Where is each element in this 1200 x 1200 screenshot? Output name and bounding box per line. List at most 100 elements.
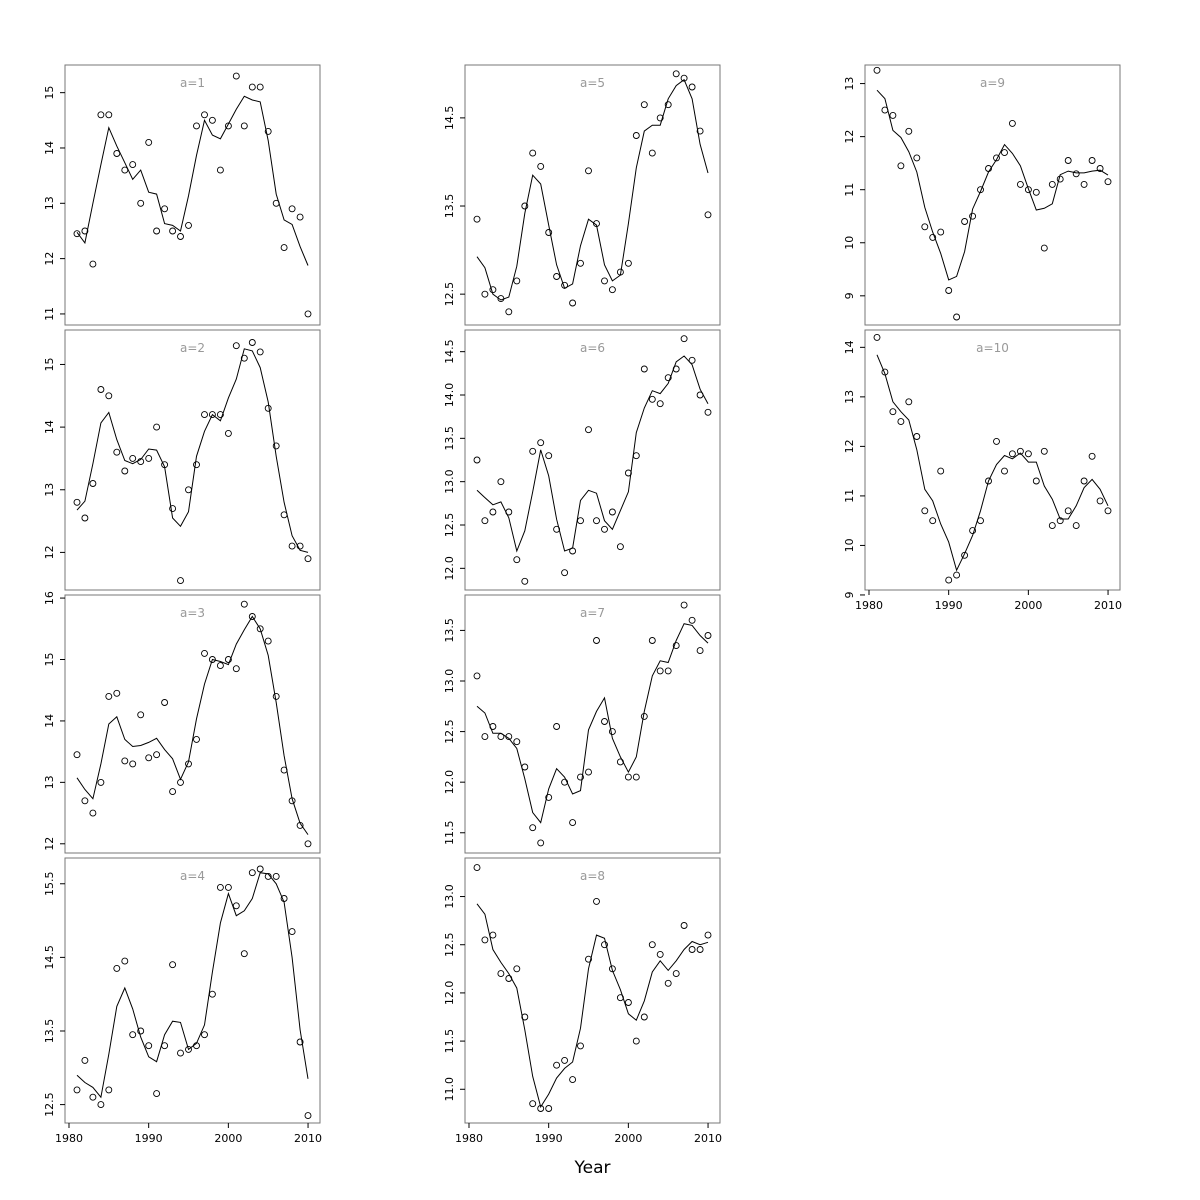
panel-a1: 11 12 13 14 15 a=1 [43, 64, 321, 326]
data-point [553, 723, 561, 730]
data-point [553, 525, 561, 533]
data-point [664, 101, 672, 109]
data-point [672, 642, 680, 650]
data-point [969, 527, 977, 535]
data-point [201, 411, 208, 419]
data-point [481, 936, 489, 944]
data-point [129, 1031, 137, 1039]
fit-line [476, 78, 709, 301]
data-point [704, 408, 712, 416]
data-point [177, 577, 184, 585]
y-tick-label: 13.5 [443, 426, 456, 451]
y-tick-label: 14 [43, 420, 56, 434]
data-point [529, 149, 537, 157]
data-point [577, 517, 584, 525]
data-point [537, 439, 545, 447]
data-point [97, 1101, 105, 1109]
y-tick-label: 14.5 [43, 945, 56, 970]
y-tick-label: 12.0 [443, 556, 456, 581]
panel-border [64, 329, 321, 591]
data-point [1056, 517, 1064, 525]
data-point [688, 83, 696, 91]
data-point [1040, 244, 1048, 252]
panel-a6: 12.0 12.5 13.0 13.5 14.0 14.5 a=6 [443, 329, 721, 591]
data-point [577, 773, 584, 781]
data-point [569, 547, 577, 555]
data-point [121, 957, 129, 965]
panel-border [464, 329, 721, 591]
fit-line [76, 348, 309, 553]
data-point [240, 600, 248, 608]
data-point [73, 230, 81, 238]
data-point [608, 508, 616, 516]
data-point [608, 286, 616, 294]
data-point [616, 758, 624, 766]
data-point [505, 733, 513, 741]
data-point [696, 946, 704, 953]
data-point [489, 286, 497, 294]
data-point [185, 486, 192, 494]
y-tick-label: 15 [43, 357, 56, 371]
data-point [529, 824, 537, 832]
data-point [248, 613, 256, 620]
y-tick-label: 11 [43, 307, 56, 321]
data-point [105, 392, 113, 400]
x-axis-title: Year [574, 1158, 611, 1178]
panel-border [64, 64, 321, 326]
y-tick-label: 13.0 [443, 884, 456, 909]
x-tick-label: 1980 [455, 1132, 483, 1145]
data-point [137, 711, 145, 719]
data-point [296, 542, 304, 550]
data-point [89, 809, 97, 817]
data-point [105, 1086, 113, 1094]
data-point [648, 637, 656, 644]
data-point [497, 295, 505, 303]
panel-a3: 12 13 14 15 16 a=3 [43, 591, 321, 854]
data-point [129, 760, 137, 768]
data-point [73, 751, 81, 759]
data-point [1048, 522, 1056, 530]
data-point [624, 469, 632, 477]
data-point [145, 754, 153, 762]
data-point [1096, 165, 1104, 172]
data-point [696, 391, 704, 399]
data-point [121, 757, 129, 765]
x-tick-label: 2010 [1094, 599, 1122, 612]
data-point [1040, 447, 1048, 455]
y-tick-label: 10 [843, 236, 856, 250]
data-point [521, 202, 529, 210]
data-point [672, 970, 680, 978]
y-tick-label: 13 [843, 77, 856, 91]
y-tick-label: 16 [43, 591, 56, 605]
data-point [473, 864, 481, 872]
data-point [169, 505, 177, 513]
data-point [224, 883, 232, 891]
data-point [481, 517, 489, 525]
panel-a8: 11.0 11.5 12.0 12.5 13.0 1980 1990 2000 2010 a=8 [443, 857, 722, 1145]
data-point [193, 122, 200, 130]
data-point [169, 961, 177, 969]
panel-a4: 12.5 13.5 14.5 15.5 1980 1990 2000 2010 a=4 [43, 857, 322, 1145]
data-point [489, 723, 497, 730]
data-point [216, 883, 224, 891]
data-point [489, 931, 497, 939]
data-point [288, 797, 296, 805]
data-point [513, 556, 521, 564]
data-point [569, 819, 577, 827]
data-point [1016, 447, 1024, 455]
data-point [105, 111, 113, 119]
data-point [929, 233, 937, 241]
data-point [489, 508, 497, 516]
data-point [889, 111, 897, 119]
data-point [601, 277, 608, 285]
x-tick-label: 2010 [694, 1132, 722, 1145]
fit-line [76, 615, 309, 835]
data-point [288, 928, 296, 936]
data-point [296, 821, 304, 829]
data-point [208, 411, 216, 419]
data-point [89, 260, 97, 268]
data-point [577, 1042, 584, 1050]
data-point [81, 797, 89, 805]
data-point [216, 166, 224, 174]
data-point [169, 227, 177, 235]
